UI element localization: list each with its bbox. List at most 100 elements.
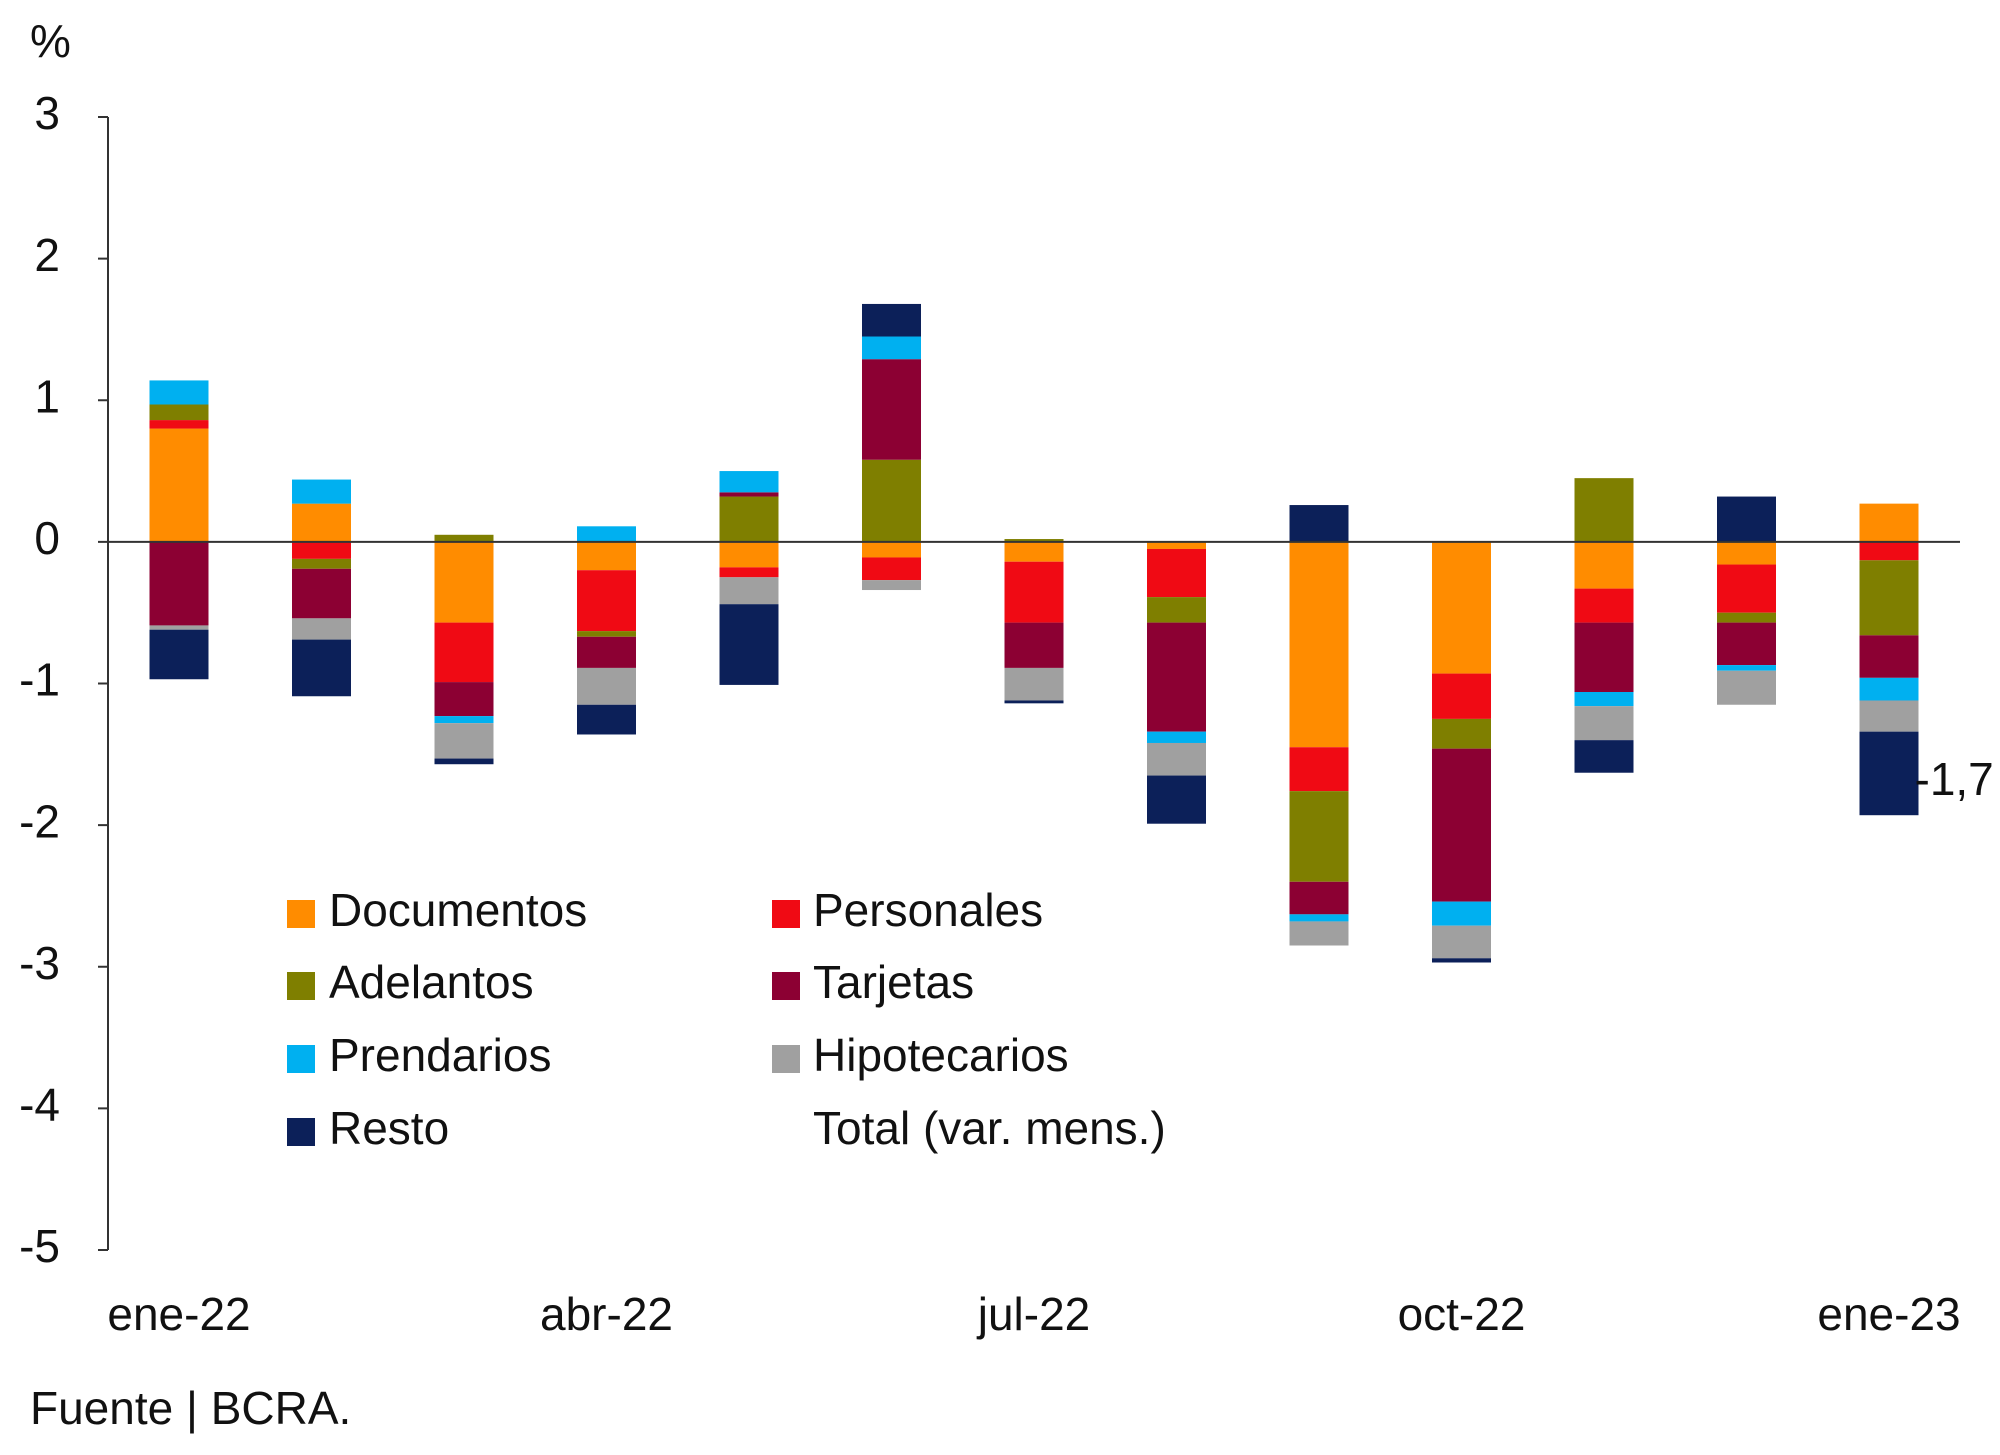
legend-swatch (287, 1118, 315, 1146)
bar-segment (1574, 706, 1634, 741)
y-tick-label: 2 (34, 229, 60, 281)
bar-segment (1859, 677, 1919, 701)
bar-segment (1147, 597, 1206, 623)
bar-segment (577, 570, 636, 632)
bar-segment (1289, 541, 1349, 748)
bar-segment (577, 704, 636, 735)
bar-segment (719, 496, 779, 542)
bar-segment (1289, 791, 1349, 882)
bar-segment (577, 541, 636, 571)
bar-segment (719, 567, 779, 578)
bar-segment (292, 618, 351, 640)
bar-segment (719, 492, 779, 497)
bar-segment (1859, 635, 1919, 678)
legend-label: Prendarios (329, 1029, 551, 1081)
bar-segment (1289, 505, 1349, 542)
bar-segment (719, 471, 779, 493)
bar-segment (292, 479, 351, 504)
bar-segment (434, 758, 494, 765)
legend-label: Hipotecarios (813, 1029, 1069, 1081)
legend-label: Adelantos (329, 956, 534, 1008)
legend-label: Tarjetas (813, 956, 974, 1008)
legend-swatch (287, 900, 315, 928)
bar-segment (1859, 560, 1919, 636)
legend-label: Resto (329, 1102, 449, 1154)
bar-segment (1147, 541, 1206, 549)
bar-segment (862, 580, 921, 591)
bar-segment (862, 557, 921, 581)
bar-segment (1432, 748, 1491, 902)
bar-segment (1717, 665, 1776, 671)
bar-segment (149, 420, 209, 429)
y-tick-label: -1 (19, 654, 60, 706)
bar-segment (149, 428, 209, 542)
bar-segment (1147, 731, 1206, 743)
legend-label: Personales (813, 884, 1043, 936)
bar-segment (292, 503, 351, 542)
source-note: Fuente | BCRA. (30, 1382, 351, 1434)
legend-swatch (287, 1045, 315, 1073)
bar-segment (1717, 622, 1776, 666)
bar-segment (577, 636, 636, 668)
bar-segment (862, 303, 921, 337)
bar-segment (1004, 561, 1064, 623)
bar-segment (434, 682, 494, 717)
bar-segment (1859, 541, 1919, 561)
legend-swatch (772, 1045, 800, 1073)
y-tick-label: 3 (34, 87, 60, 139)
bar-segment (1717, 564, 1776, 613)
y-tick-label: -2 (19, 795, 60, 847)
bar-segment (1004, 622, 1064, 668)
bar-segment (1432, 958, 1491, 963)
bar-segment (1717, 496, 1776, 542)
bar-segment (149, 541, 209, 626)
y-tick-label: 1 (34, 370, 60, 422)
y-tick-label: -3 (19, 937, 60, 989)
bar-segment (1432, 718, 1491, 749)
bar-segment (1574, 622, 1634, 692)
bar-segment (719, 577, 779, 605)
bar-segment (292, 558, 351, 569)
bar-segment (1717, 612, 1776, 623)
bar-segment (149, 625, 209, 630)
bar-segment (149, 380, 209, 405)
bar-segment (1432, 541, 1491, 674)
y-tick-label: -5 (19, 1220, 60, 1272)
bar-segment (1432, 901, 1491, 926)
bar-segment (862, 459, 921, 542)
bar-segment (1859, 700, 1919, 732)
legend-label: Total (var. mens.) (813, 1102, 1166, 1154)
bar-segment (292, 568, 351, 619)
bar-segment (1717, 670, 1776, 705)
legend-label: Documentos (329, 884, 587, 936)
bar-segment (1574, 588, 1634, 623)
bar-segment (1574, 541, 1634, 589)
unit-label: % (30, 15, 71, 67)
x-tick-label: oct-22 (1398, 1288, 1526, 1340)
bar-segment (1432, 925, 1491, 959)
bar-segment (577, 631, 636, 637)
bar-segment (292, 639, 351, 697)
legend-swatch (772, 900, 800, 928)
bar-segment (1147, 742, 1206, 776)
y-tick-label: -4 (19, 1079, 60, 1131)
legend-swatch (772, 972, 800, 1000)
bar-segment (434, 716, 494, 724)
x-tick-label: jul-22 (976, 1288, 1091, 1340)
bar-segment (862, 541, 921, 558)
bar-segment (434, 723, 494, 759)
bar-segment (1004, 541, 1064, 562)
bar-segment (434, 534, 494, 542)
bar-segment (1147, 775, 1206, 824)
bar-segment (1147, 548, 1206, 598)
y-tick-label: 0 (34, 512, 60, 564)
legend-swatch (287, 972, 315, 1000)
bar-segment (1859, 731, 1919, 816)
bar-segment (1574, 691, 1634, 707)
bar-segment (862, 336, 921, 360)
bar-segment (1004, 667, 1064, 701)
bar-segment (577, 526, 636, 542)
bar-segment (292, 541, 351, 559)
bar-segment (862, 359, 921, 460)
bar-segment (1859, 503, 1919, 542)
